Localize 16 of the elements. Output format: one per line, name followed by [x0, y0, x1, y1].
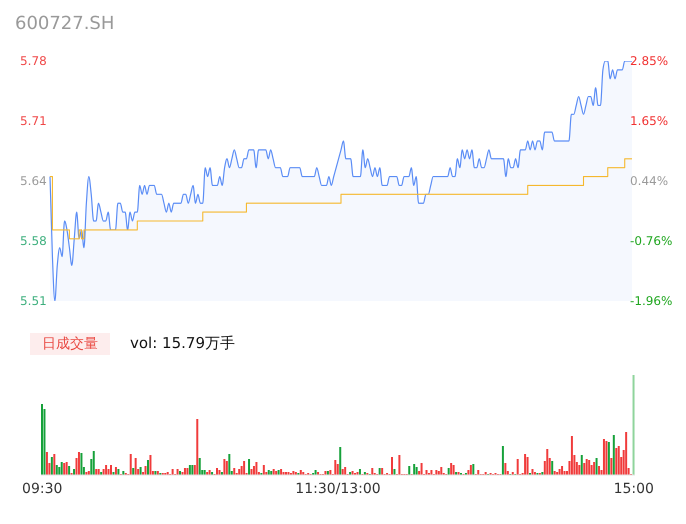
chart-title: 日成交量 — [30, 333, 110, 355]
y2-tick-label: -0.76% — [630, 234, 672, 248]
y-tick-label: 5.64 — [20, 174, 47, 188]
y-tick-label: 5.71 — [20, 114, 47, 128]
x-tick-label: 15:00 — [614, 480, 654, 497]
y-tick-label: 5.58 — [20, 234, 47, 248]
x-tick-label: 11:30/13:00 — [295, 480, 381, 497]
y-tick-label: 5.78 — [20, 54, 47, 68]
y2-tick-label: 0.44% — [630, 174, 668, 188]
y-tick-label: 5.51 — [20, 294, 47, 308]
y2-tick-label: 1.65% — [630, 114, 668, 128]
chart-title: 600727.SH — [15, 13, 114, 35]
y2-tick-label: -1.96% — [630, 294, 672, 308]
x-tick-label: 09:30 — [22, 480, 62, 497]
y2-tick-label: 2.85% — [630, 54, 668, 68]
chart-subtitle: vol: 15.79万手 — [130, 333, 235, 354]
